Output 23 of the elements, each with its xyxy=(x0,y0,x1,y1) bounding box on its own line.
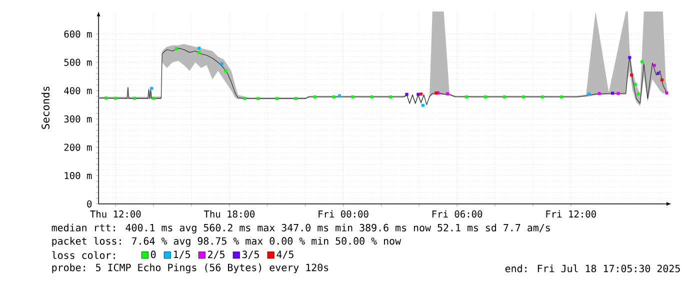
y-tick-label: 100 m xyxy=(64,172,92,180)
x-tick-label: Thu 12:00 xyxy=(90,210,141,218)
y-axis-title: Seconds xyxy=(41,86,50,130)
legend-title: loss color: xyxy=(52,251,115,260)
y-tick-label: 0 xyxy=(87,200,92,208)
text: end: Fri Jul 18 17:05:30 2025 xyxy=(505,264,680,272)
text: median rtt: 400.1 ms avg 560.2 ms max 347.0 ms min 389.6 ms now 52.1 ms sd 7.7 am/s xyxy=(52,224,550,234)
y-tick-label: 400 m xyxy=(64,87,92,94)
x-tick-label: Fri 06:00 xyxy=(432,210,482,218)
y-tick-label: 300 m xyxy=(64,116,92,123)
text: probe: 5 ICMP Echo Pings (56 Bytes) every 120s xyxy=(52,264,328,274)
y-tick-label: 500 m xyxy=(64,58,92,66)
text: packet loss: 7.64 % avg 98.75 % max 0.00 % min 50.00 % now xyxy=(52,237,402,247)
legend-label: 4/5 xyxy=(276,250,294,260)
legend-label: 0 xyxy=(150,250,156,258)
y-tick-label: 600 m xyxy=(64,30,92,38)
x-tick-label: Fri 12:00 xyxy=(546,210,596,218)
legend-label: 2/5 xyxy=(208,250,224,260)
legend-label: 1/5 xyxy=(174,250,190,260)
legend-label: 3/5 xyxy=(242,250,259,260)
y-tick-label: 200 m xyxy=(64,144,92,152)
x-tick-label: Thu 18:00 xyxy=(204,210,255,218)
x-tick-label: Fri 00:00 xyxy=(318,210,368,218)
